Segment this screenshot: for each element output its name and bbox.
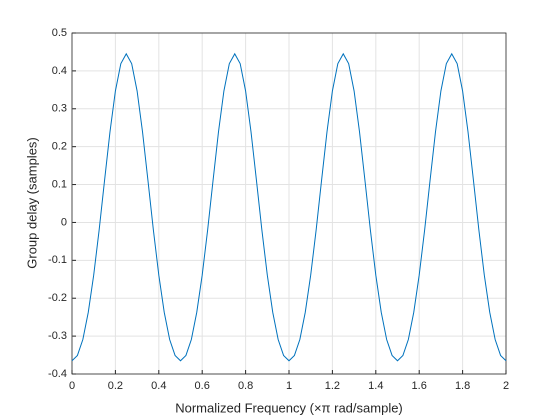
data-line bbox=[71, 52, 507, 362]
x-tick-label: 1.6 bbox=[412, 380, 427, 392]
x-tick-label: 0.2 bbox=[108, 380, 123, 392]
x-tick-label: 0.6 bbox=[195, 380, 210, 392]
y-tick-label: 0.4 bbox=[52, 65, 67, 77]
x-tick-label: 0 bbox=[69, 380, 75, 392]
y-tick-label: 0.3 bbox=[52, 103, 67, 115]
x-tick-label: 2 bbox=[503, 380, 509, 392]
y-tick-label: -0.3 bbox=[48, 330, 67, 342]
x-tick-label: 0.8 bbox=[238, 380, 253, 392]
axes-box bbox=[71, 32, 507, 375]
x-tick-label: 1.8 bbox=[455, 380, 470, 392]
x-tick-label: 1.4 bbox=[368, 380, 383, 392]
y-tick-label: 0.2 bbox=[52, 141, 67, 153]
y-tick-label: 0.1 bbox=[52, 178, 67, 190]
x-tick-label: 1.2 bbox=[325, 380, 340, 392]
y-tick-label: 0 bbox=[61, 216, 67, 228]
x-axis-label: Normalized Frequency (×π rad/sample) bbox=[175, 400, 403, 415]
y-axis-label: Group delay (samples) bbox=[24, 137, 39, 269]
y-tick-label: -0.1 bbox=[48, 254, 67, 266]
y-tick-label: 0.5 bbox=[52, 27, 67, 39]
x-tick-label: 0.4 bbox=[151, 380, 166, 392]
y-tick-label: -0.2 bbox=[48, 292, 67, 304]
x-tick-label: 1 bbox=[286, 380, 292, 392]
y-tick-label: -0.4 bbox=[48, 368, 67, 380]
